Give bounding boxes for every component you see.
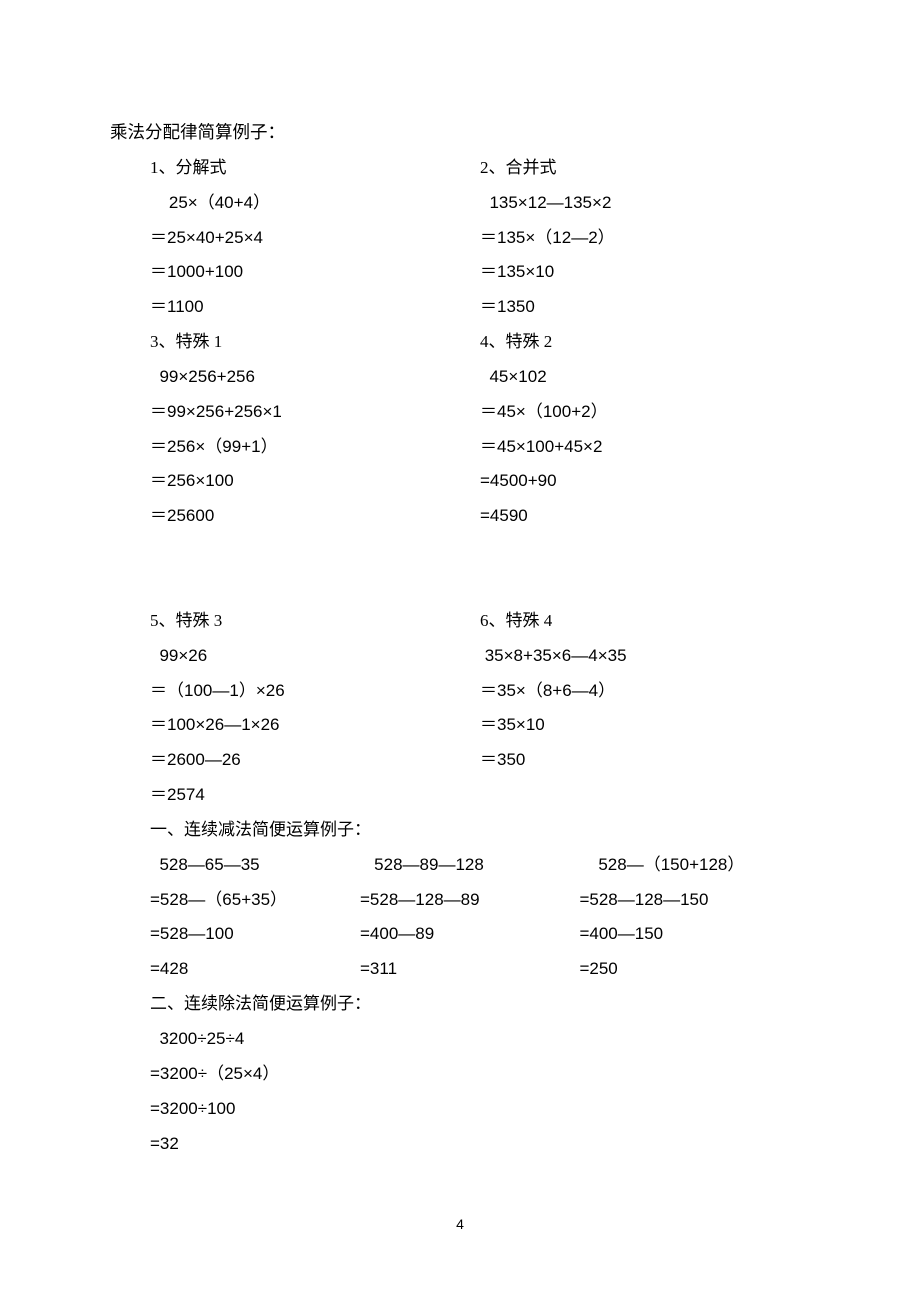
expr-line: =3200÷100 <box>150 1092 810 1127</box>
expr-line: ＝45×（100+2） <box>480 395 810 430</box>
example-row: 3、特殊 1 99×256+256 ＝99×256+256×1 ＝256×（99… <box>110 325 810 534</box>
expr-line: 25×（40+4） <box>150 186 480 221</box>
expr-line: ＝35×10 <box>480 708 810 743</box>
expr-line: ＝1350 <box>480 290 810 325</box>
subsection-heading: 二、连续除法简便运算例子： <box>110 987 810 1022</box>
example-left: 3、特殊 1 99×256+256 ＝99×256+256×1 ＝256×（99… <box>110 325 480 534</box>
expr-line: 45×102 <box>480 360 810 395</box>
expr-line: ＝45×100+45×2 <box>480 430 810 465</box>
blank-line <box>110 569 810 604</box>
example-right: 2、合并式 135×12—135×2 ＝135×（12—2） ＝135×10 ＝… <box>480 151 810 325</box>
expr-line: 35×8+35×6—4×35 <box>480 639 810 674</box>
example-left: 1、分解式 25×（40+4） ＝25×40+25×4 ＝1000+100 ＝1… <box>110 151 480 325</box>
expr-line: ＝1100 <box>150 290 480 325</box>
expr-line: ＝135×（12—2） <box>480 221 810 256</box>
triple-col: 528—65—35 =528—（65+35） =528—100 =428 <box>150 848 360 987</box>
example-right: 6、特殊 4 35×8+35×6—4×35 ＝35×（8+6—4） ＝35×10… <box>480 604 810 813</box>
page-number: 4 <box>0 1216 920 1232</box>
example-label: 4、特殊 2 <box>480 325 810 360</box>
expr-line: =528—100 <box>150 917 360 952</box>
expr-line: =528—128—89 <box>360 883 570 918</box>
expr-line: 99×256+256 <box>150 360 480 395</box>
example-label: 6、特殊 4 <box>480 604 810 639</box>
expr-line: =528—（65+35） <box>150 883 360 918</box>
expr-line: 135×12—135×2 <box>480 186 810 221</box>
document-page: 乘法分配律简算例子： 1、分解式 25×（40+4） ＝25×40+25×4 ＝… <box>0 0 920 1201</box>
example-label: 2、合并式 <box>480 151 810 186</box>
example-label: 5、特殊 3 <box>150 604 480 639</box>
blank-line <box>110 534 810 569</box>
section-heading: 乘法分配律简算例子： <box>110 115 810 151</box>
expr-line: ＝35×（8+6—4） <box>480 674 810 709</box>
expr-line: ＝25×40+25×4 <box>150 221 480 256</box>
expr-line: =428 <box>150 952 360 987</box>
expr-line: =4590 <box>480 499 810 534</box>
example-right: 4、特殊 2 45×102 ＝45×（100+2） ＝45×100+45×2 =… <box>480 325 810 534</box>
example-label: 1、分解式 <box>150 151 480 186</box>
expr-line: 3200÷25÷4 <box>150 1022 810 1057</box>
triple-col: 528—（150+128） =528—128—150 =400—150 =250 <box>570 848 810 987</box>
example-row: 1、分解式 25×（40+4） ＝25×40+25×4 ＝1000+100 ＝1… <box>110 151 810 325</box>
expr-line: =311 <box>360 952 570 987</box>
expr-line: =3200÷（25×4） <box>150 1057 810 1092</box>
triple-row: 528—65—35 =528—（65+35） =528—100 =428 528… <box>110 848 810 987</box>
expr-line: =32 <box>150 1127 810 1162</box>
subsection-heading: 一、连续减法简便运算例子： <box>110 813 810 848</box>
expr-line: 528—89—128 <box>360 848 570 883</box>
expr-line: =400—89 <box>360 917 570 952</box>
expr-line: ＝256×100 <box>150 464 480 499</box>
expr-line: 528—（150+128） <box>570 848 810 883</box>
expr-line: ＝2574 <box>150 778 480 813</box>
expr-line: ＝256×（99+1） <box>150 430 480 465</box>
expr-line: ＝（100—1）×26 <box>150 674 480 709</box>
single-col: 3200÷25÷4 =3200÷（25×4） =3200÷100 =32 <box>110 1022 810 1161</box>
example-row: 5、特殊 3 99×26 ＝（100—1）×26 ＝100×26—1×26 ＝2… <box>110 604 810 813</box>
expr-line: =4500+90 <box>480 464 810 499</box>
expr-line: ＝350 <box>480 743 810 778</box>
expr-line: ＝25600 <box>150 499 480 534</box>
expr-line: 528—65—35 <box>150 848 360 883</box>
expr-line: ＝135×10 <box>480 255 810 290</box>
expr-line: =528—128—150 <box>570 883 810 918</box>
expr-line: ＝1000+100 <box>150 255 480 290</box>
expr-line: ＝99×256+256×1 <box>150 395 480 430</box>
triple-col: 528—89—128 =528—128—89 =400—89 =311 <box>360 848 570 987</box>
example-left: 5、特殊 3 99×26 ＝（100—1）×26 ＝100×26—1×26 ＝2… <box>110 604 480 813</box>
expr-line: =400—150 <box>570 917 810 952</box>
expr-line: 99×26 <box>150 639 480 674</box>
expr-line: ＝100×26—1×26 <box>150 708 480 743</box>
expr-line: ＝2600—26 <box>150 743 480 778</box>
expr-line: =250 <box>570 952 810 987</box>
example-label: 3、特殊 1 <box>150 325 480 360</box>
